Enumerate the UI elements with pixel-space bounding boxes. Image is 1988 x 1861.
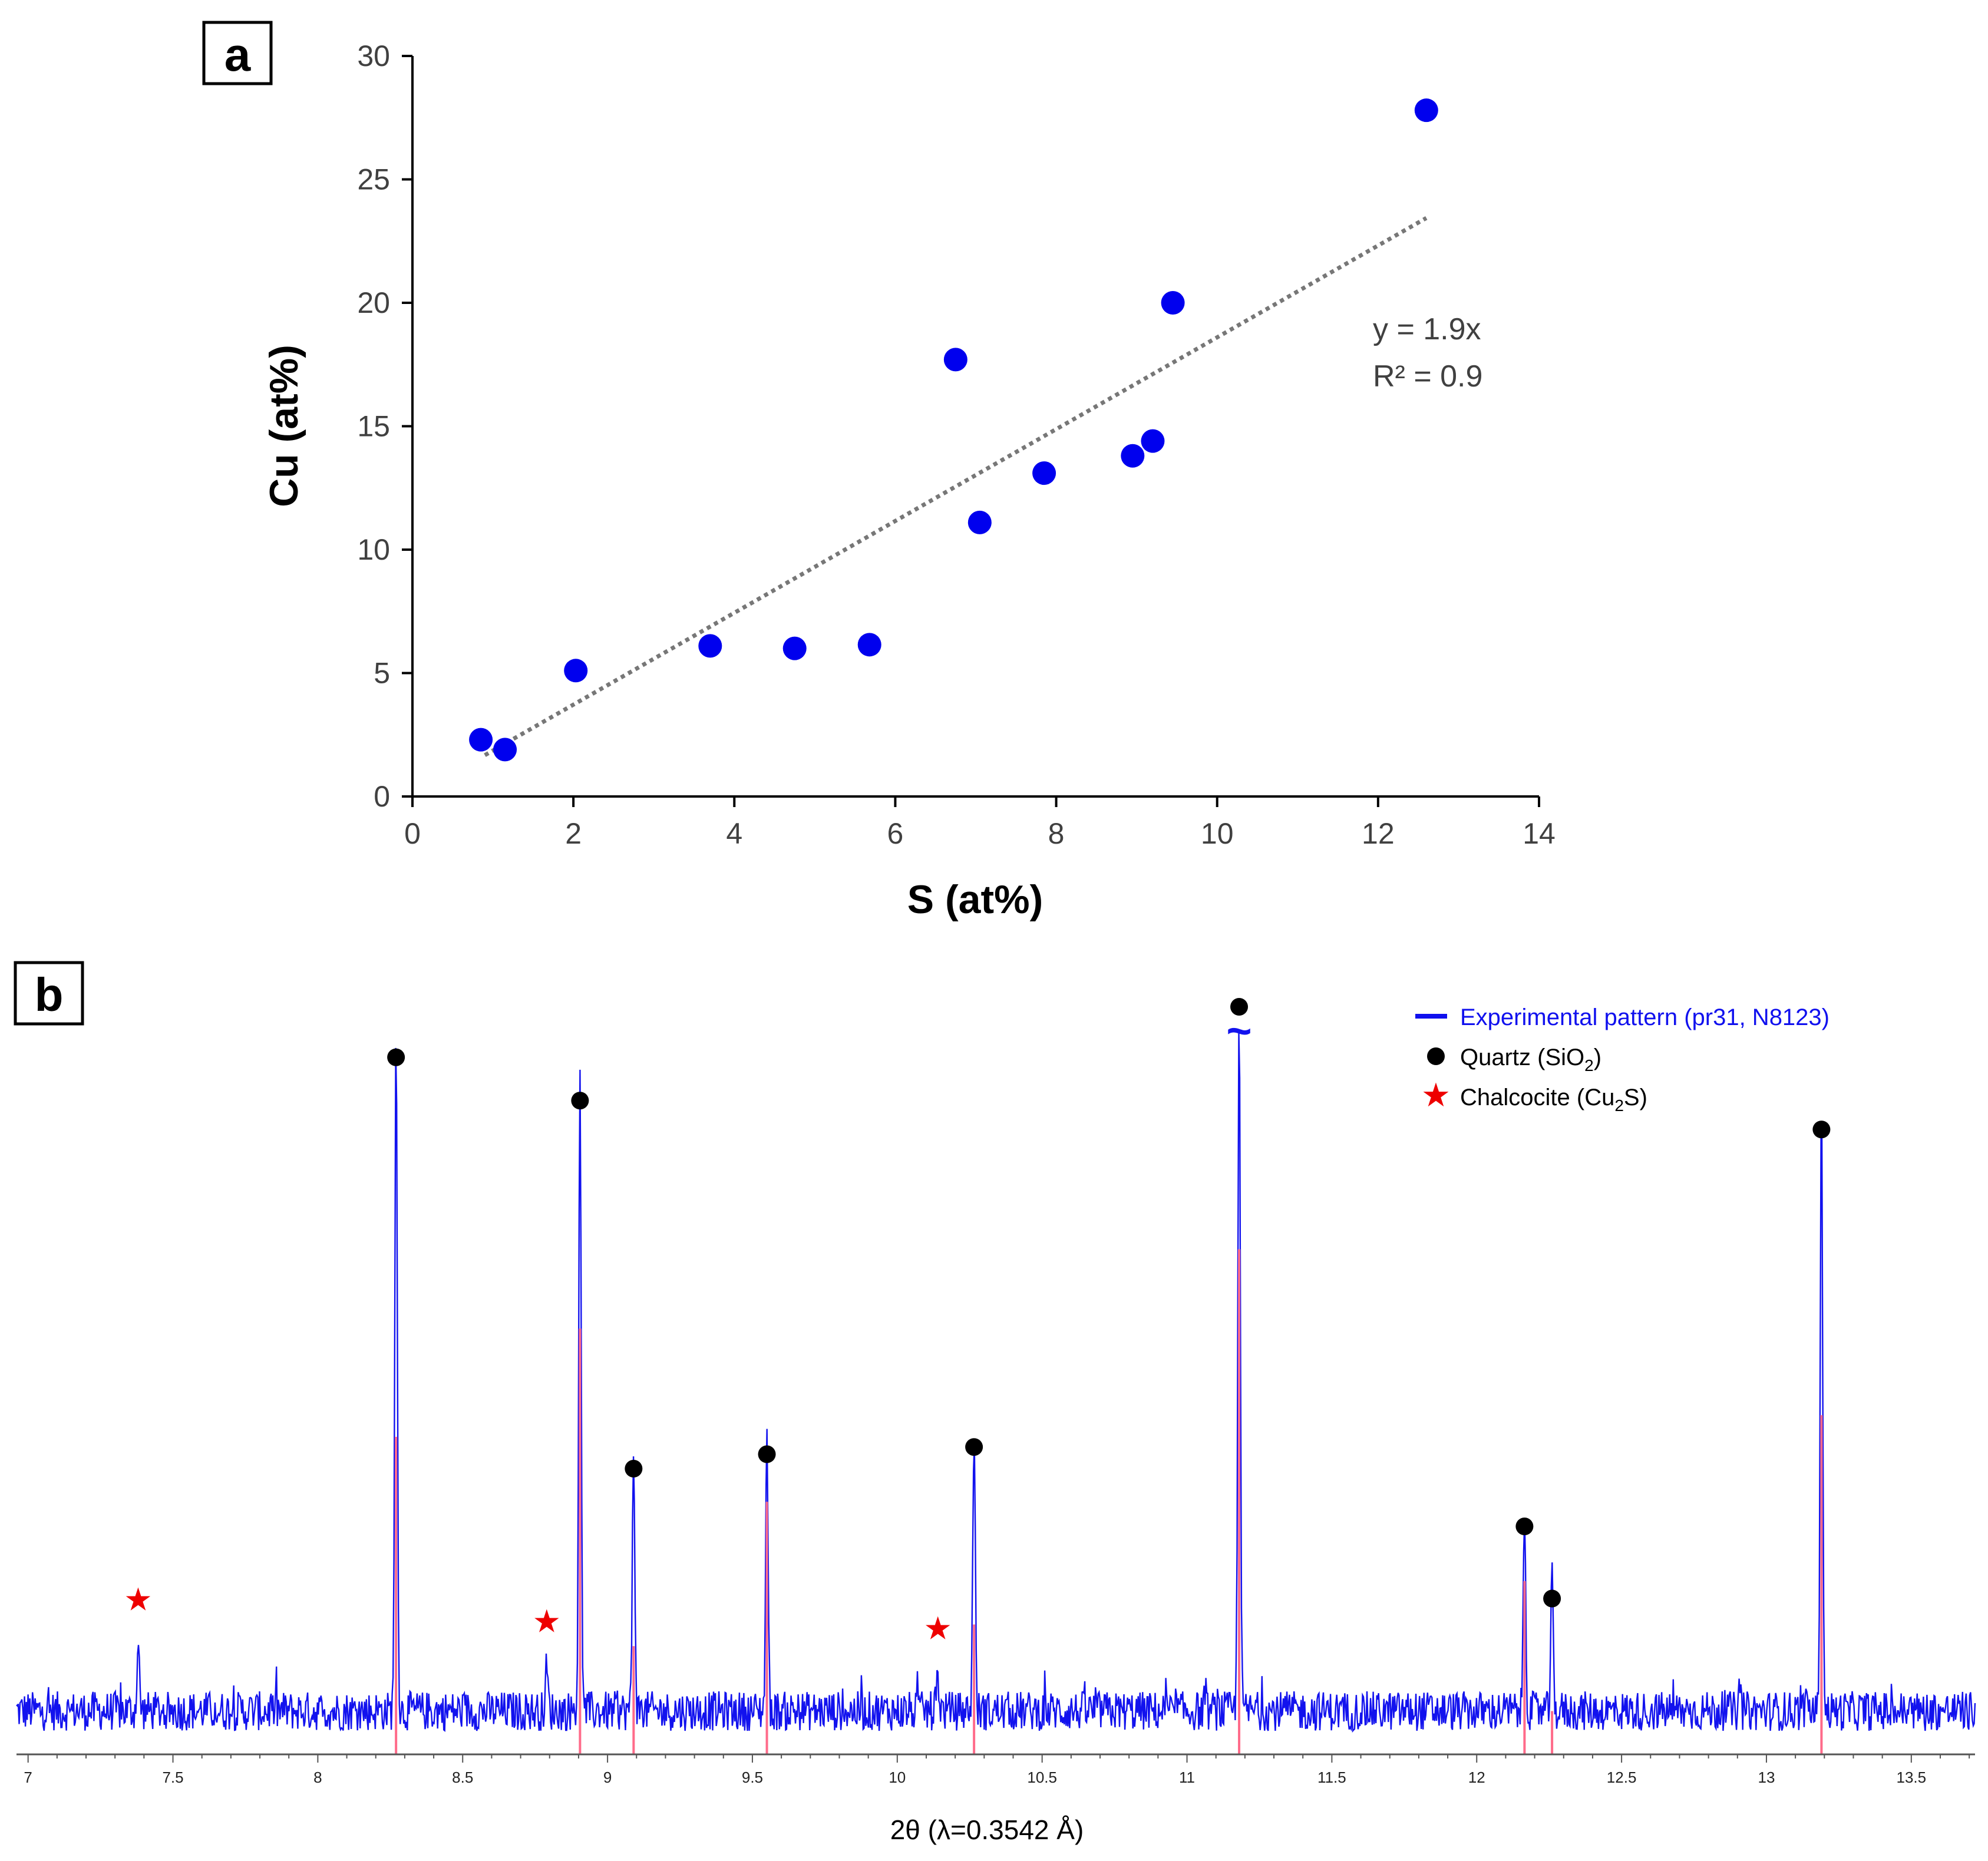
xrd-tick-label: 10.5 [1027,1769,1057,1786]
xrd-tick-label: 9.5 [742,1769,763,1786]
xrd-x-axis-title: 2θ (λ=0.3542 Å) [890,1814,1084,1845]
y-axis-title: Cu (at%) [262,345,306,507]
xrd-tick-label: 11.5 [1317,1769,1346,1786]
x-tick-label: 0 [404,817,421,850]
y-tick-label: 5 [374,657,390,690]
data-point [1161,291,1185,315]
xrd-tick-label: 11 [1179,1769,1195,1786]
xrd-tick-label: 8 [313,1769,322,1786]
x-axis-title: S (at%) [907,877,1043,922]
legend-chalcocite-sub: 2 [1614,1096,1624,1115]
y-tick-label: 10 [357,533,390,566]
xrd-tick-label: 7.5 [162,1769,183,1786]
panel-a-label: a [224,28,251,81]
experimental-pattern [16,1032,1976,1733]
x-tick-label: 8 [1048,817,1065,850]
legend-quartz: Quartz (SiO2) [1460,1044,1601,1075]
chalcocite-marker: ★ [923,1611,952,1647]
legend-quartz-sub: 2 [1584,1056,1594,1075]
y-tick-label: 25 [357,163,390,196]
legend-chalcocite: Chalcocite (Cu2S) [1460,1085,1647,1115]
xrd-pattern [16,1032,1976,1733]
chalcocite-marker: ★ [533,1604,561,1639]
trendline-r2: R² = 0.9 [1373,359,1482,394]
data-point [469,728,493,752]
x-tick-label: 4 [726,817,742,850]
data-point [1121,444,1145,468]
x-tick-label: 10 [1201,817,1234,850]
quartz-marker [758,1445,776,1463]
legend-chalcocite-text: Chalcocite (Cu [1460,1085,1614,1110]
trendline-equation: y = 1.9x [1373,312,1481,346]
phase-markers: ★ ★ ★ ~ [124,998,1831,1647]
quartz-marker [571,1092,589,1110]
quartz-marker [387,1048,405,1066]
data-point [1414,98,1438,123]
data-point [1032,461,1056,485]
data-point [943,348,967,372]
scatter-axes: 0 2 4 6 8 10 12 14 0 5 10 15 20 25 30 [357,39,1555,850]
panel-b: b 7 7.5 8 8.5 9 9.5 10 10.5 11 11.5 12 12.5 13 13.5 ★… [14,961,1976,1845]
xrd-tick-label: 12 [1468,1769,1485,1786]
reference-sticks [395,1249,1823,1754]
legend: Experimental pattern (pr31, N8123) Quart… [1415,1004,1830,1115]
data-point [1141,429,1165,453]
legend-quartz-dot [1427,1047,1445,1065]
xrd-tick-label: 7 [24,1769,32,1786]
axis-break-mark: ~ [1226,1006,1251,1055]
data-point [493,738,517,762]
x-tick-label: 12 [1362,817,1395,850]
data-point [564,659,588,683]
x-tick-label: 14 [1523,817,1556,850]
quartz-marker [965,1438,983,1456]
panel-b-label-box [14,961,84,1026]
legend-experimental: Experimental pattern (pr31, N8123) [1460,1004,1830,1030]
trendline-group [484,216,1428,757]
xrd-tick-label: 9 [603,1769,612,1786]
quartz-marker [1812,1120,1831,1139]
data-point [782,636,807,660]
xrd-tick-label: 13.5 [1897,1769,1927,1786]
xrd-tick-label: 10 [889,1769,906,1786]
panel-b-label: b [35,968,64,1021]
data-point [698,634,722,658]
panel-a: a 0 2 4 6 8 10 12 14 0 5 10 15 20 25 30 y = 1.9x R² = … [202,21,1556,922]
y-tick-label: 30 [357,39,390,72]
y-tick-label: 15 [357,410,390,443]
xrd-tick-label: 8.5 [452,1769,473,1786]
x-tick-label: 2 [565,817,582,850]
data-point [967,510,992,534]
legend-chalcocite-star: ★ [1421,1076,1451,1113]
y-tick-label: 0 [374,780,390,813]
xrd-tick-label: 12.5 [1607,1769,1637,1786]
quartz-marker [625,1460,643,1477]
trendline [484,216,1428,757]
y-tick-label: 20 [357,286,390,319]
quartz-marker [1230,998,1249,1016]
xrd-x-axis: 7 7.5 8 8.5 9 9.5 10 10.5 11 11.5 12 12.5 13 13.5 [16,1753,1975,1786]
legend-quartz-text: Quartz (SiO [1460,1044,1584,1070]
legend-quartz-end: ) [1594,1044,1601,1070]
legend-chalcocite-end: S) [1624,1085,1647,1110]
xrd-tick-label: 13 [1758,1769,1775,1786]
panel-a-label-box [202,21,273,85]
chalcocite-marker: ★ [124,1582,152,1618]
quartz-marker [1515,1518,1534,1535]
data-point [857,633,881,657]
x-tick-label: 6 [887,817,904,850]
quartz-marker [1543,1589,1561,1608]
scatter-points [469,98,1438,762]
